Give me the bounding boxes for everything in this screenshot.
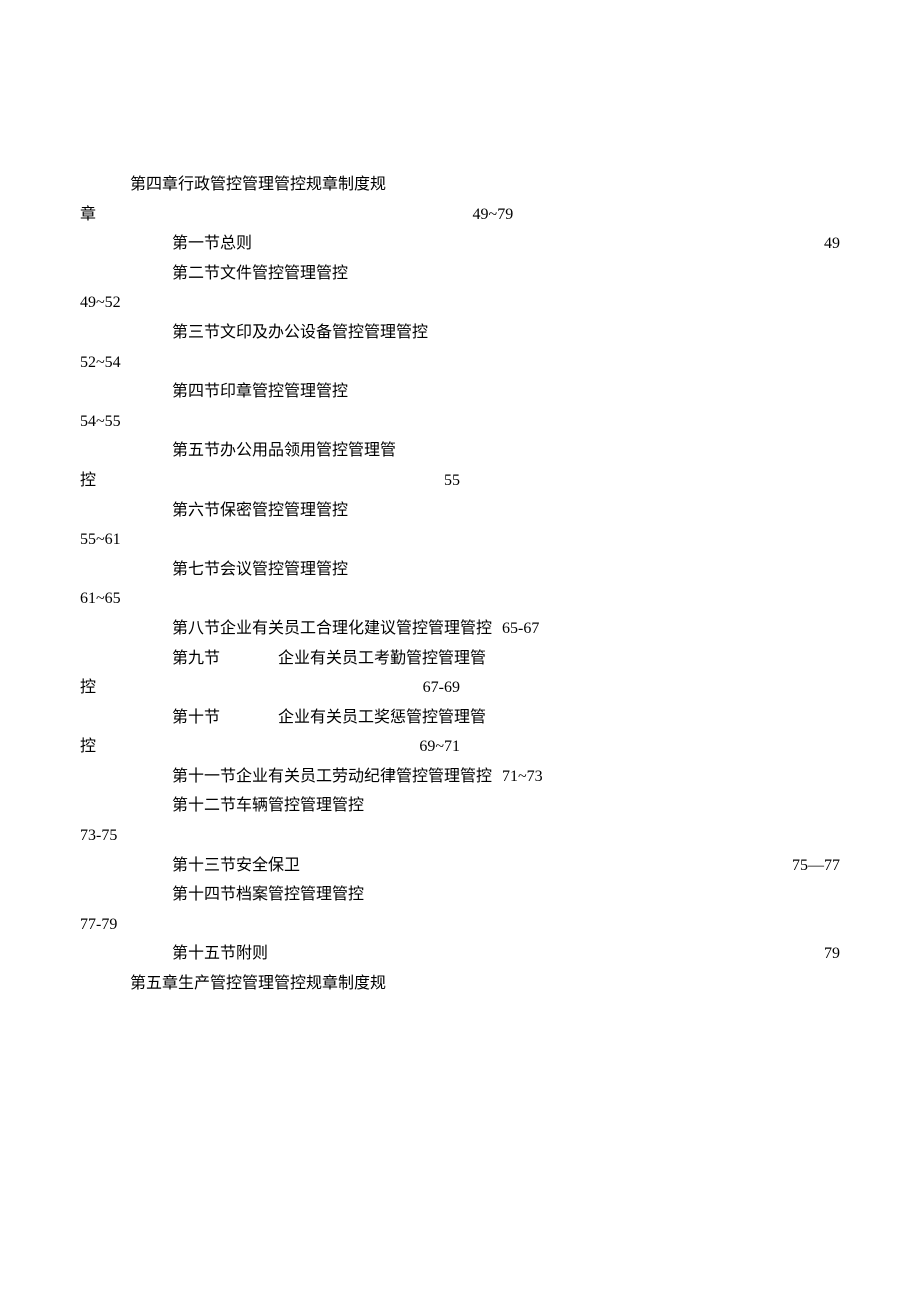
- section-2-page-line: 49~52: [80, 288, 840, 318]
- section-5-line2: 控 55: [80, 466, 460, 496]
- section-11-page: 71~73: [502, 762, 543, 792]
- chapter5-title-text: 第五章生产管控管理管控规章制度规: [130, 969, 386, 999]
- section-15-label: 第十五节附则: [172, 939, 268, 969]
- section-6: 第六节保密管控管理管控: [80, 496, 840, 526]
- section-2-label: 第二节文件管控管理管控: [172, 259, 348, 289]
- chapter4-title-prefix: 章: [80, 200, 96, 230]
- chapter4-page: 49~79: [471, 200, 514, 230]
- section-1: 第一节总则 49: [80, 229, 840, 259]
- chapter4-title-line1: 第四章行政管控管理管控规章制度规: [80, 170, 840, 200]
- section-10-prefix2: 控: [80, 732, 96, 762]
- section-14: 第十四节档案管控管理管控: [80, 880, 840, 910]
- section-12-label: 第十二节车辆管控管理管控: [172, 791, 364, 821]
- section-2: 第二节文件管控管理管控: [80, 259, 840, 289]
- section-5-page: 55: [442, 466, 460, 496]
- section-9-line2: 控 67-69: [80, 673, 460, 703]
- section-9-prefix: 第九节: [172, 644, 220, 674]
- section-1-page: 49: [822, 229, 840, 259]
- chapter5-title-line1: 第五章生产管控管理管控规章制度规: [80, 969, 840, 999]
- section-15-page: 79: [822, 939, 840, 969]
- section-7-page: 61~65: [80, 584, 121, 614]
- section-6-label: 第六节保密管控管理管控: [172, 496, 348, 526]
- section-7-page-line: 61~65: [80, 584, 840, 614]
- section-10-page: 69~71: [417, 732, 460, 762]
- section-10-prefix: 第十节: [172, 703, 220, 733]
- chapter4-title-line2: 章 49~79: [80, 200, 513, 230]
- section-5-line1: 第五节办公用品领用管控管理管: [80, 436, 840, 466]
- section-4-page-line: 54~55: [80, 407, 840, 437]
- section-3-page: 52~54: [80, 348, 121, 378]
- section-4: 第四节印章管控管理管控: [80, 377, 840, 407]
- section-13: 第十三节安全保卫 75—77: [80, 851, 840, 881]
- section-6-page: 55~61: [80, 525, 121, 555]
- section-14-page-line: 77-79: [80, 910, 840, 940]
- section-7: 第七节会议管控管理管控: [80, 555, 840, 585]
- section-7-label: 第七节会议管控管理管控: [172, 555, 348, 585]
- section-1-label: 第一节总则: [172, 229, 252, 259]
- section-8: 第八节企业有关员工合理化建议管控管理管控 65-67: [80, 614, 840, 644]
- toc-page: 第四章行政管控管理管控规章制度规 章 49~79 第一节总则 49 第二节文件管…: [80, 170, 840, 999]
- section-13-page: 75—77: [790, 851, 840, 881]
- section-12-page: 73-75: [80, 821, 117, 851]
- section-3: 第三节文印及办公设备管控管理管控: [80, 318, 840, 348]
- section-15: 第十五节附则 79: [80, 939, 840, 969]
- section-14-page: 77-79: [80, 910, 117, 940]
- section-8-label: 第八节企业有关员工合理化建议管控管理管控: [172, 614, 492, 644]
- section-9-line1: 第九节 企业有关员工考勤管控管理管: [80, 644, 840, 674]
- section-3-page-line: 52~54: [80, 348, 840, 378]
- section-2-page: 49~52: [80, 288, 121, 318]
- section-6-page-line: 55~61: [80, 525, 840, 555]
- section-10-main: 企业有关员工奖惩管控管理管: [278, 703, 486, 733]
- section-13-label: 第十三节安全保卫: [172, 851, 300, 881]
- section-14-label: 第十四节档案管控管理管控: [172, 880, 364, 910]
- section-11: 第十一节企业有关员工劳动纪律管控管理管控 71~73: [80, 762, 840, 792]
- section-9-page: 67-69: [421, 673, 460, 703]
- section-4-page: 54~55: [80, 407, 121, 437]
- section-9-prefix2: 控: [80, 673, 96, 703]
- section-8-page: 65-67: [502, 614, 539, 644]
- section-12-page-line: 73-75: [80, 821, 840, 851]
- section-10-line1: 第十节 企业有关员工奖惩管控管理管: [80, 703, 840, 733]
- section-4-label: 第四节印章管控管理管控: [172, 377, 348, 407]
- chapter4-title-text: 第四章行政管控管理管控规章制度规: [130, 170, 386, 200]
- section-10-line2: 控 69~71: [80, 732, 460, 762]
- section-3-label: 第三节文印及办公设备管控管理管控: [172, 318, 428, 348]
- section-12: 第十二节车辆管控管理管控: [80, 791, 840, 821]
- section-5-label-prefix: 控: [80, 466, 96, 496]
- section-11-label: 第十一节企业有关员工劳动纪律管控管理管控: [172, 762, 492, 792]
- section-9-main: 企业有关员工考勤管控管理管: [278, 644, 486, 674]
- section-5-label-line1: 第五节办公用品领用管控管理管: [172, 436, 396, 466]
